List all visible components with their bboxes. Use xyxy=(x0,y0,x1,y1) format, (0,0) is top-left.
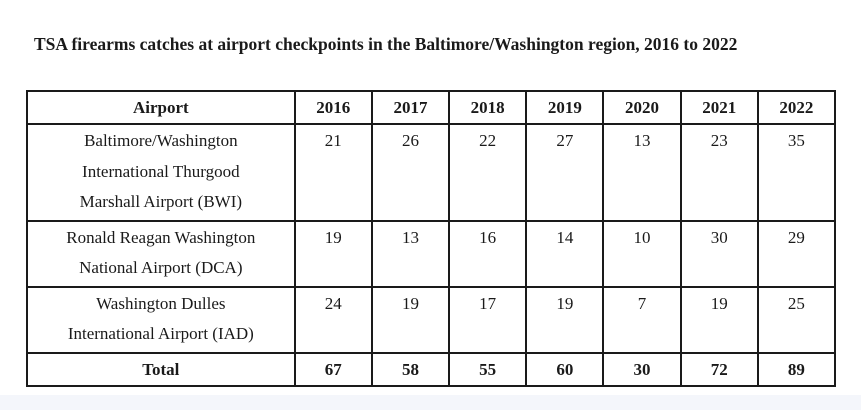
airport-name-line: Marshall Airport (BWI) xyxy=(79,192,243,211)
airport-name-line: Washington Dulles xyxy=(96,293,226,313)
value-cell: 24 xyxy=(293,285,373,354)
header-airport: Airport xyxy=(26,90,296,125)
value-cell: 19 xyxy=(679,285,759,354)
value-cell: 19 xyxy=(293,219,373,288)
total-value: 67 xyxy=(293,351,373,387)
value-cell: 27 xyxy=(525,123,605,222)
value-cell: 13 xyxy=(602,123,682,222)
value-cell: 21 xyxy=(293,123,373,222)
value-cell: 26 xyxy=(370,123,451,222)
airport-name-line: International Thurgood xyxy=(82,161,240,181)
value-cell: 13 xyxy=(370,219,451,288)
table-row-iad: Washington Dulles International Airport … xyxy=(26,285,837,354)
header-row: Airport 2016 2017 2018 2019 2020 2021 20… xyxy=(26,90,837,125)
firearms-table: Airport 2016 2017 2018 2019 2020 2021 20… xyxy=(26,90,837,387)
value-cell: 17 xyxy=(448,285,528,354)
header-year: 2017 xyxy=(370,90,451,125)
airport-name-line: National Airport (DCA) xyxy=(79,258,243,277)
value-cell: 16 xyxy=(448,219,528,288)
airport-name: Baltimore/Washington International Thurg… xyxy=(26,123,296,222)
value-cell: 30 xyxy=(679,219,759,288)
value-cell: 23 xyxy=(679,123,759,222)
header-year: 2022 xyxy=(756,90,837,125)
table-title: TSA firearms catches at airport checkpoi… xyxy=(34,34,738,54)
airport-name-line: Baltimore/Washington xyxy=(84,131,238,150)
value-cell: 10 xyxy=(602,219,682,288)
value-cell: 29 xyxy=(756,219,837,288)
table-row-dca: Ronald Reagan Washington National Airpor… xyxy=(26,219,837,288)
value-cell: 14 xyxy=(525,219,605,288)
value-cell: 19 xyxy=(525,285,605,354)
value-cell: 22 xyxy=(448,123,528,222)
airport-name-line: Ronald Reagan Washington xyxy=(66,227,256,247)
header-year: 2021 xyxy=(679,90,759,125)
total-value: 72 xyxy=(679,351,759,387)
total-value: 60 xyxy=(525,351,605,387)
total-label: Total xyxy=(26,351,296,387)
airport-name: Washington Dulles International Airport … xyxy=(26,285,296,354)
value-cell: 25 xyxy=(756,285,837,354)
header-year: 2020 xyxy=(602,90,682,125)
table-row-total: Total 67 58 55 60 30 72 89 xyxy=(26,351,837,387)
value-cell: 35 xyxy=(756,123,837,222)
airport-name: Ronald Reagan Washington National Airpor… xyxy=(26,219,296,288)
total-value: 30 xyxy=(602,351,682,387)
content-panel: TSA firearms catches at airport checkpoi… xyxy=(0,0,861,395)
total-value: 58 xyxy=(370,351,451,387)
table-row-bwi: Baltimore/Washington International Thurg… xyxy=(26,123,837,222)
header-year: 2018 xyxy=(448,90,528,125)
value-cell: 7 xyxy=(602,285,682,354)
total-value: 89 xyxy=(756,351,837,387)
airport-name-line: International Airport (IAD) xyxy=(67,324,254,343)
header-year: 2016 xyxy=(293,90,373,125)
value-cell: 19 xyxy=(370,285,451,354)
header-year: 2019 xyxy=(525,90,605,125)
total-value: 55 xyxy=(448,351,528,387)
